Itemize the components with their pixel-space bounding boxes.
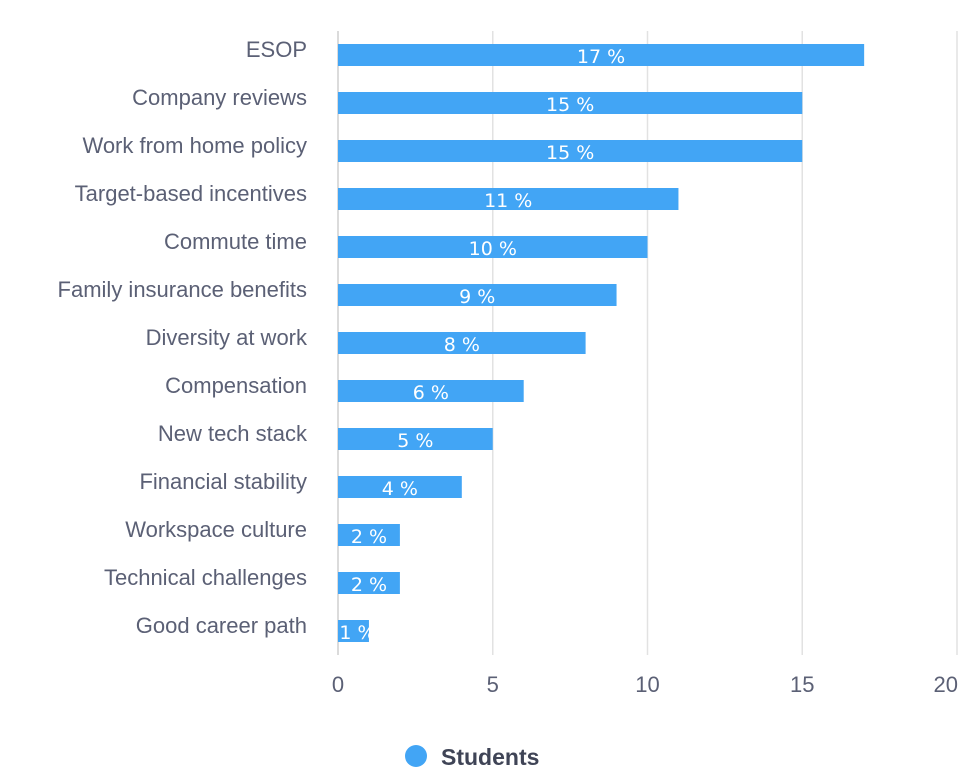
category-label: Company reviews	[132, 85, 307, 110]
bar-data-label: 9 %	[459, 286, 495, 308]
category-label: Compensation	[165, 373, 307, 398]
bar[interactable]	[338, 284, 617, 306]
bar-data-label: 17 %	[577, 46, 625, 68]
category-label: Financial stability	[139, 469, 307, 494]
bar-data-label: 5 %	[397, 430, 433, 452]
x-tick-label: 10	[635, 672, 659, 697]
bar[interactable]	[338, 188, 679, 210]
category-label: Target-based incentives	[75, 181, 307, 206]
category-labels: ESOP Company reviews Work from home policy…	[58, 37, 308, 638]
bar-data-label: 11 %	[484, 190, 532, 212]
x-axis-ticks: 0 5 10 15 20	[332, 672, 958, 697]
bar-data-label: 15 %	[546, 94, 594, 116]
legend-marker[interactable]	[405, 745, 427, 767]
bar[interactable]	[338, 572, 400, 594]
bar[interactable]	[338, 44, 865, 66]
bar[interactable]	[338, 332, 586, 354]
category-label: ESOP	[246, 37, 307, 62]
bar[interactable]	[338, 140, 803, 162]
bar-data-label: 6 %	[413, 382, 449, 404]
bar-data-label: 2 %	[351, 574, 387, 596]
legend[interactable]: Students	[405, 744, 539, 770]
bar[interactable]	[338, 236, 648, 258]
category-label: Work from home policy	[82, 133, 307, 158]
category-label: Good career path	[136, 613, 307, 638]
category-label: Family insurance benefits	[58, 277, 307, 302]
category-label: Technical challenges	[104, 565, 307, 590]
bar[interactable]	[338, 380, 524, 402]
bar-data-label: 4 %	[382, 478, 418, 500]
bars: 17 % 15 % 15 % 11 % 10 % 9 % 8 % 6 % 5 % 4 % 2 % 2 …	[338, 44, 865, 644]
bar-data-label: 15 %	[546, 142, 594, 164]
category-label: Workspace culture	[125, 517, 307, 542]
category-label: Commute time	[164, 229, 307, 254]
gridlines	[337, 31, 958, 655]
bar[interactable]	[338, 620, 369, 642]
bar-data-label: 8 %	[444, 334, 480, 356]
x-tick-label: 15	[790, 672, 814, 697]
bar-data-label: 1 %	[339, 622, 375, 644]
legend-label-students[interactable]: Students	[441, 744, 539, 770]
bar[interactable]	[338, 428, 493, 450]
category-label: New tech stack	[158, 421, 308, 446]
category-label: Diversity at work	[146, 325, 308, 350]
bar-data-label: 2 %	[351, 526, 387, 548]
bar[interactable]	[338, 476, 462, 498]
x-tick-label: 5	[487, 672, 499, 697]
x-tick-label: 20	[934, 672, 958, 697]
bar[interactable]	[338, 524, 400, 546]
x-tick-label: 0	[332, 672, 344, 697]
bar[interactable]	[338, 92, 803, 114]
bar-data-label: 10 %	[469, 238, 517, 260]
